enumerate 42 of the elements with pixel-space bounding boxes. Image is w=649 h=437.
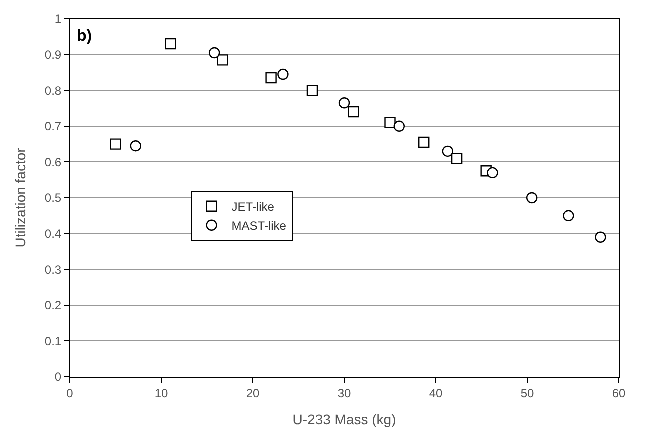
x-tick-label: 0 [66, 386, 74, 400]
y-axis-title: Utilization factor [12, 148, 29, 248]
point [384, 117, 396, 128]
point [487, 167, 498, 179]
x-tick-label: 10 [154, 386, 168, 400]
point [595, 232, 606, 243]
point [348, 106, 360, 118]
point [130, 140, 142, 152]
x-tick-label: 20 [246, 386, 260, 400]
point [266, 72, 277, 84]
point [338, 98, 350, 109]
legend-label: JET-like [232, 200, 275, 214]
point [526, 192, 538, 204]
point [217, 54, 228, 66]
point [165, 38, 176, 50]
y-tick-label: 0.5 [44, 191, 62, 206]
legend-label: MAST-like [232, 219, 287, 234]
y-tick-label: 0.4 [44, 227, 62, 241]
point [394, 120, 405, 132]
x-tick-label: 30 [338, 386, 352, 400]
y-tick-label: 0.8 [44, 84, 62, 98]
x-tick-label: 50 [520, 386, 534, 400]
point [418, 136, 430, 148]
y-tick-label: 0.2 [44, 298, 62, 313]
y-tick-label: 0.7 [44, 120, 62, 134]
point [451, 153, 463, 164]
x-axis-title: U-233 Mass (kg) [292, 412, 396, 428]
annotation: b) [77, 28, 92, 45]
y-tick-label: 0.1 [44, 334, 62, 348]
point [110, 138, 122, 150]
x-tick-label: 40 [429, 386, 443, 400]
x-tick-label: 60 [612, 386, 626, 400]
point [442, 146, 454, 158]
point [278, 68, 289, 80]
point [306, 85, 318, 96]
y-tick-label: 1 [54, 12, 62, 26]
y-tick-label: 0.9 [44, 48, 62, 62]
y-tick-label: 0.6 [44, 155, 62, 170]
point [563, 210, 574, 222]
y-tick-label: 0 [54, 370, 62, 384]
point [208, 47, 220, 59]
y-tick-label: 0.3 [44, 262, 62, 277]
